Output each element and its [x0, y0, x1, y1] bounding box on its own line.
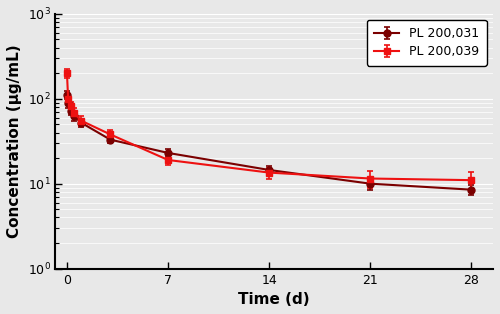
Legend: PL 200,031, PL 200,039: PL 200,031, PL 200,039 — [366, 20, 487, 66]
Y-axis label: Concentration (µg/mL): Concentration (µg/mL) — [7, 44, 22, 238]
X-axis label: Time (d): Time (d) — [238, 292, 310, 307]
